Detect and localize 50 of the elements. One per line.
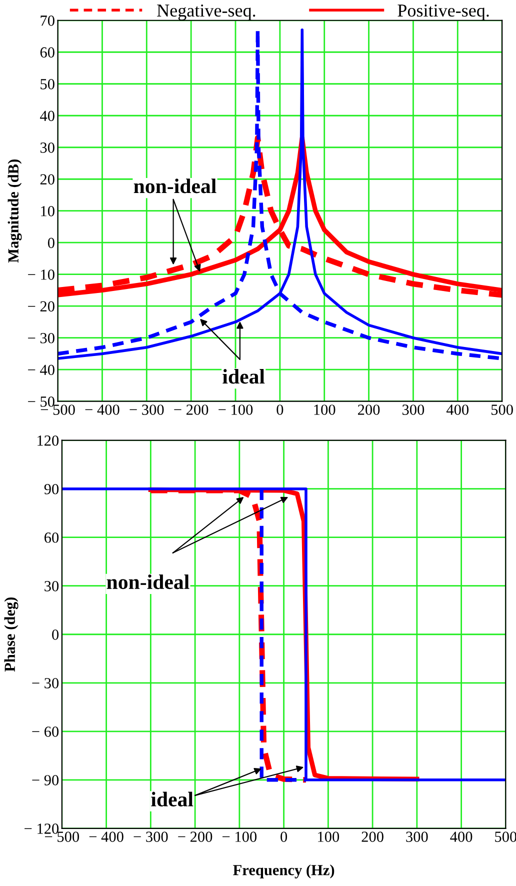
annotation: ideal: [222, 369, 265, 384]
y-tick-label: − 10: [28, 270, 54, 280]
y-tick-label: − 50: [28, 396, 54, 407]
y-axis-title: Phase (deg): [4, 597, 18, 672]
x-tick-label: − 300: [134, 832, 168, 842]
y-tick-label: 50: [40, 79, 54, 90]
y-axis-title: Magnitude (dB): [8, 160, 22, 263]
x-tick-label: 200: [362, 832, 384, 842]
annotation: non-ideal: [106, 574, 190, 590]
y-tick-label: 30: [40, 142, 54, 153]
y-tick-label: 10: [41, 206, 54, 216]
x-tick-label: − 100: [222, 832, 257, 842]
y-tick-label: − 60: [32, 726, 59, 737]
x-tick-label: − 300: [130, 404, 164, 415]
y-tick-label: 0: [52, 630, 59, 640]
x-tick-label: 200: [358, 404, 380, 415]
x-tick-label: 300: [402, 404, 424, 415]
y-tick-label: 20: [40, 174, 54, 185]
x-tick-label: 0: [280, 832, 288, 842]
y-tick-label: 40: [40, 110, 54, 122]
annotation: ideal: [151, 792, 194, 806]
y-tick-label: − 30: [28, 333, 54, 344]
x-tick-label: 500: [492, 404, 513, 415]
y-tick-label: 120: [38, 435, 59, 446]
legend-label: Negative-seq.: [157, 4, 256, 20]
y-tick-label: 30: [44, 581, 59, 592]
y-tick-label: 60: [40, 47, 54, 58]
x-tick-label: 0: [276, 404, 284, 415]
x-tick-label: 300: [406, 832, 428, 842]
y-tick-label: 70: [40, 16, 54, 26]
y-tick-label: 90: [44, 484, 59, 494]
y-tick-label: − 40: [28, 364, 54, 376]
y-tick-label: 0: [48, 238, 54, 248]
y-tick-label: 60: [44, 532, 59, 543]
x-tick-label: 100: [318, 832, 340, 842]
x-tick-label: − 100: [218, 404, 253, 415]
x-tick-label: − 200: [178, 832, 212, 842]
y-tick-label: − 20: [28, 301, 54, 312]
x-tick-label: − 400: [89, 832, 124, 842]
x-tick-label: 100: [314, 404, 336, 415]
legend-label: Positive-seq.: [398, 4, 489, 20]
y-tick-label: − 90: [32, 775, 59, 786]
x-tick-label: − 200: [174, 404, 208, 415]
x-tick-label: − 400: [85, 404, 120, 415]
x-tick-label: 400: [446, 404, 469, 415]
x-axis-title: Frequency (Hz): [233, 864, 334, 878]
y-tick-label: − 30: [32, 678, 59, 688]
y-tick-label: − 120: [24, 824, 59, 834]
x-tick-label: 400: [450, 832, 472, 842]
annotation: non-ideal: [134, 178, 216, 194]
